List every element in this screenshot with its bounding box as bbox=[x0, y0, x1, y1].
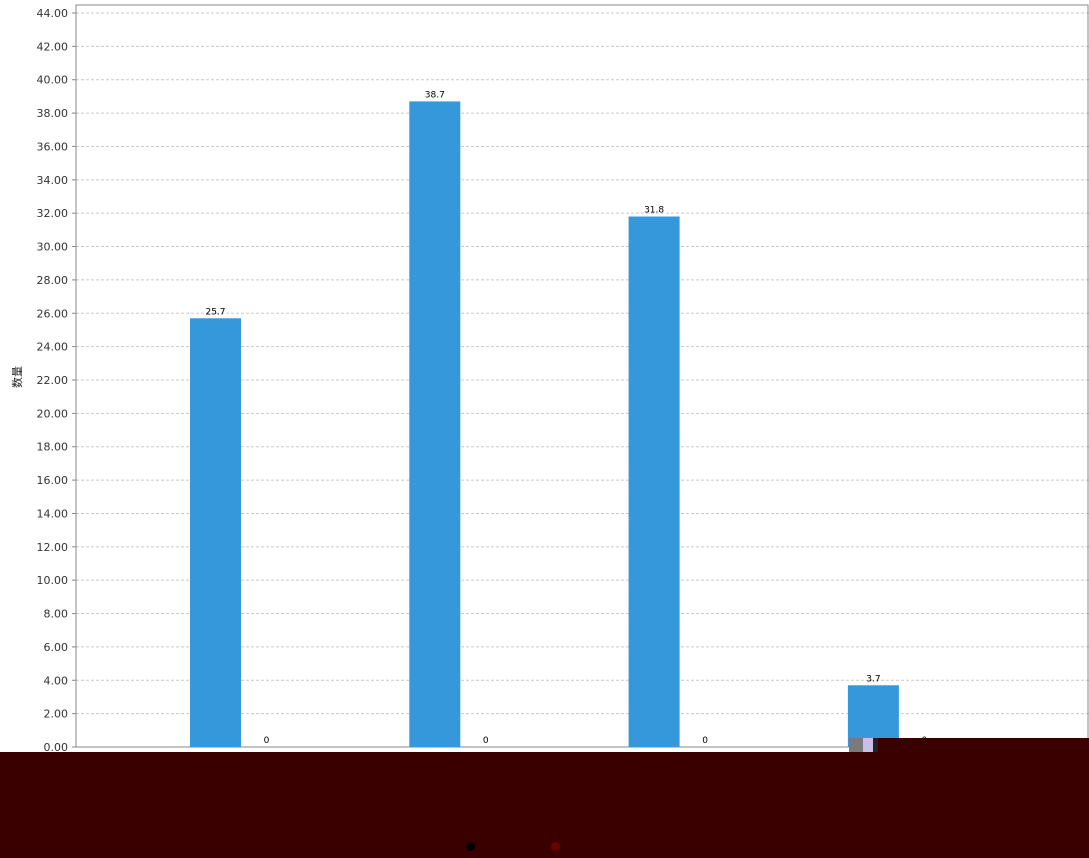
y-tick-label: 34.00 bbox=[37, 174, 69, 187]
y-tick-label: 16.00 bbox=[37, 474, 69, 487]
y-tick-label: 4.00 bbox=[44, 674, 69, 687]
y-tick-label: 30.00 bbox=[37, 241, 69, 254]
y-tick-labels: 0.00 2.00 4.00 6.00 8.00 10.00 12.00 14.00 16.00… bbox=[37, 7, 69, 754]
y-tick-label: 38.00 bbox=[37, 107, 69, 120]
data-label: 0 bbox=[483, 736, 489, 746]
y-tick-label: 2.00 bbox=[44, 708, 69, 721]
y-tick-label: 40.00 bbox=[37, 74, 69, 87]
y-tick-label: 36.00 bbox=[37, 140, 69, 153]
data-label: 38.7 bbox=[425, 90, 445, 100]
data-label: 25.7 bbox=[205, 307, 225, 317]
bars bbox=[190, 101, 899, 747]
bar bbox=[409, 101, 461, 747]
y-tick-label: 42.00 bbox=[37, 40, 69, 53]
bar bbox=[628, 216, 680, 747]
y-tick-label: 18.00 bbox=[37, 441, 69, 454]
y-tick-label: 22.00 bbox=[37, 374, 69, 387]
y-tick-label: 12.00 bbox=[37, 541, 69, 554]
y-tick-label: 26.00 bbox=[37, 307, 69, 320]
data-label: 0 bbox=[702, 736, 708, 746]
y-axis-title: 数量 bbox=[11, 366, 24, 388]
y-tick-label: 24.00 bbox=[37, 341, 69, 354]
y-tick-label: 20.00 bbox=[37, 407, 69, 420]
indicator-dot-black bbox=[466, 842, 475, 851]
grid-lines bbox=[76, 12, 1089, 715]
bar bbox=[847, 685, 899, 747]
y-tick-label: 6.00 bbox=[44, 641, 69, 654]
y-tick-label: 28.00 bbox=[37, 274, 69, 287]
y-tick-label: 8.00 bbox=[44, 608, 69, 621]
data-label: 0 bbox=[264, 736, 270, 746]
indicator-dot-red bbox=[551, 842, 560, 851]
y-tick-label: 32.00 bbox=[37, 207, 69, 220]
data-label: 3.7 bbox=[866, 674, 880, 684]
y-tick-label: 0.00 bbox=[44, 741, 69, 754]
y-tick-label: 10.00 bbox=[37, 574, 69, 587]
bottom-band-step bbox=[878, 738, 1089, 752]
data-label: 31.8 bbox=[644, 206, 664, 216]
y-tick-label: 14.00 bbox=[37, 507, 69, 520]
bottom-band bbox=[0, 752, 1089, 858]
y-tick-label: 44.00 bbox=[37, 7, 69, 20]
bar bbox=[190, 318, 241, 747]
plot-frame bbox=[75, 4, 1089, 748]
axes bbox=[72, 4, 1089, 748]
